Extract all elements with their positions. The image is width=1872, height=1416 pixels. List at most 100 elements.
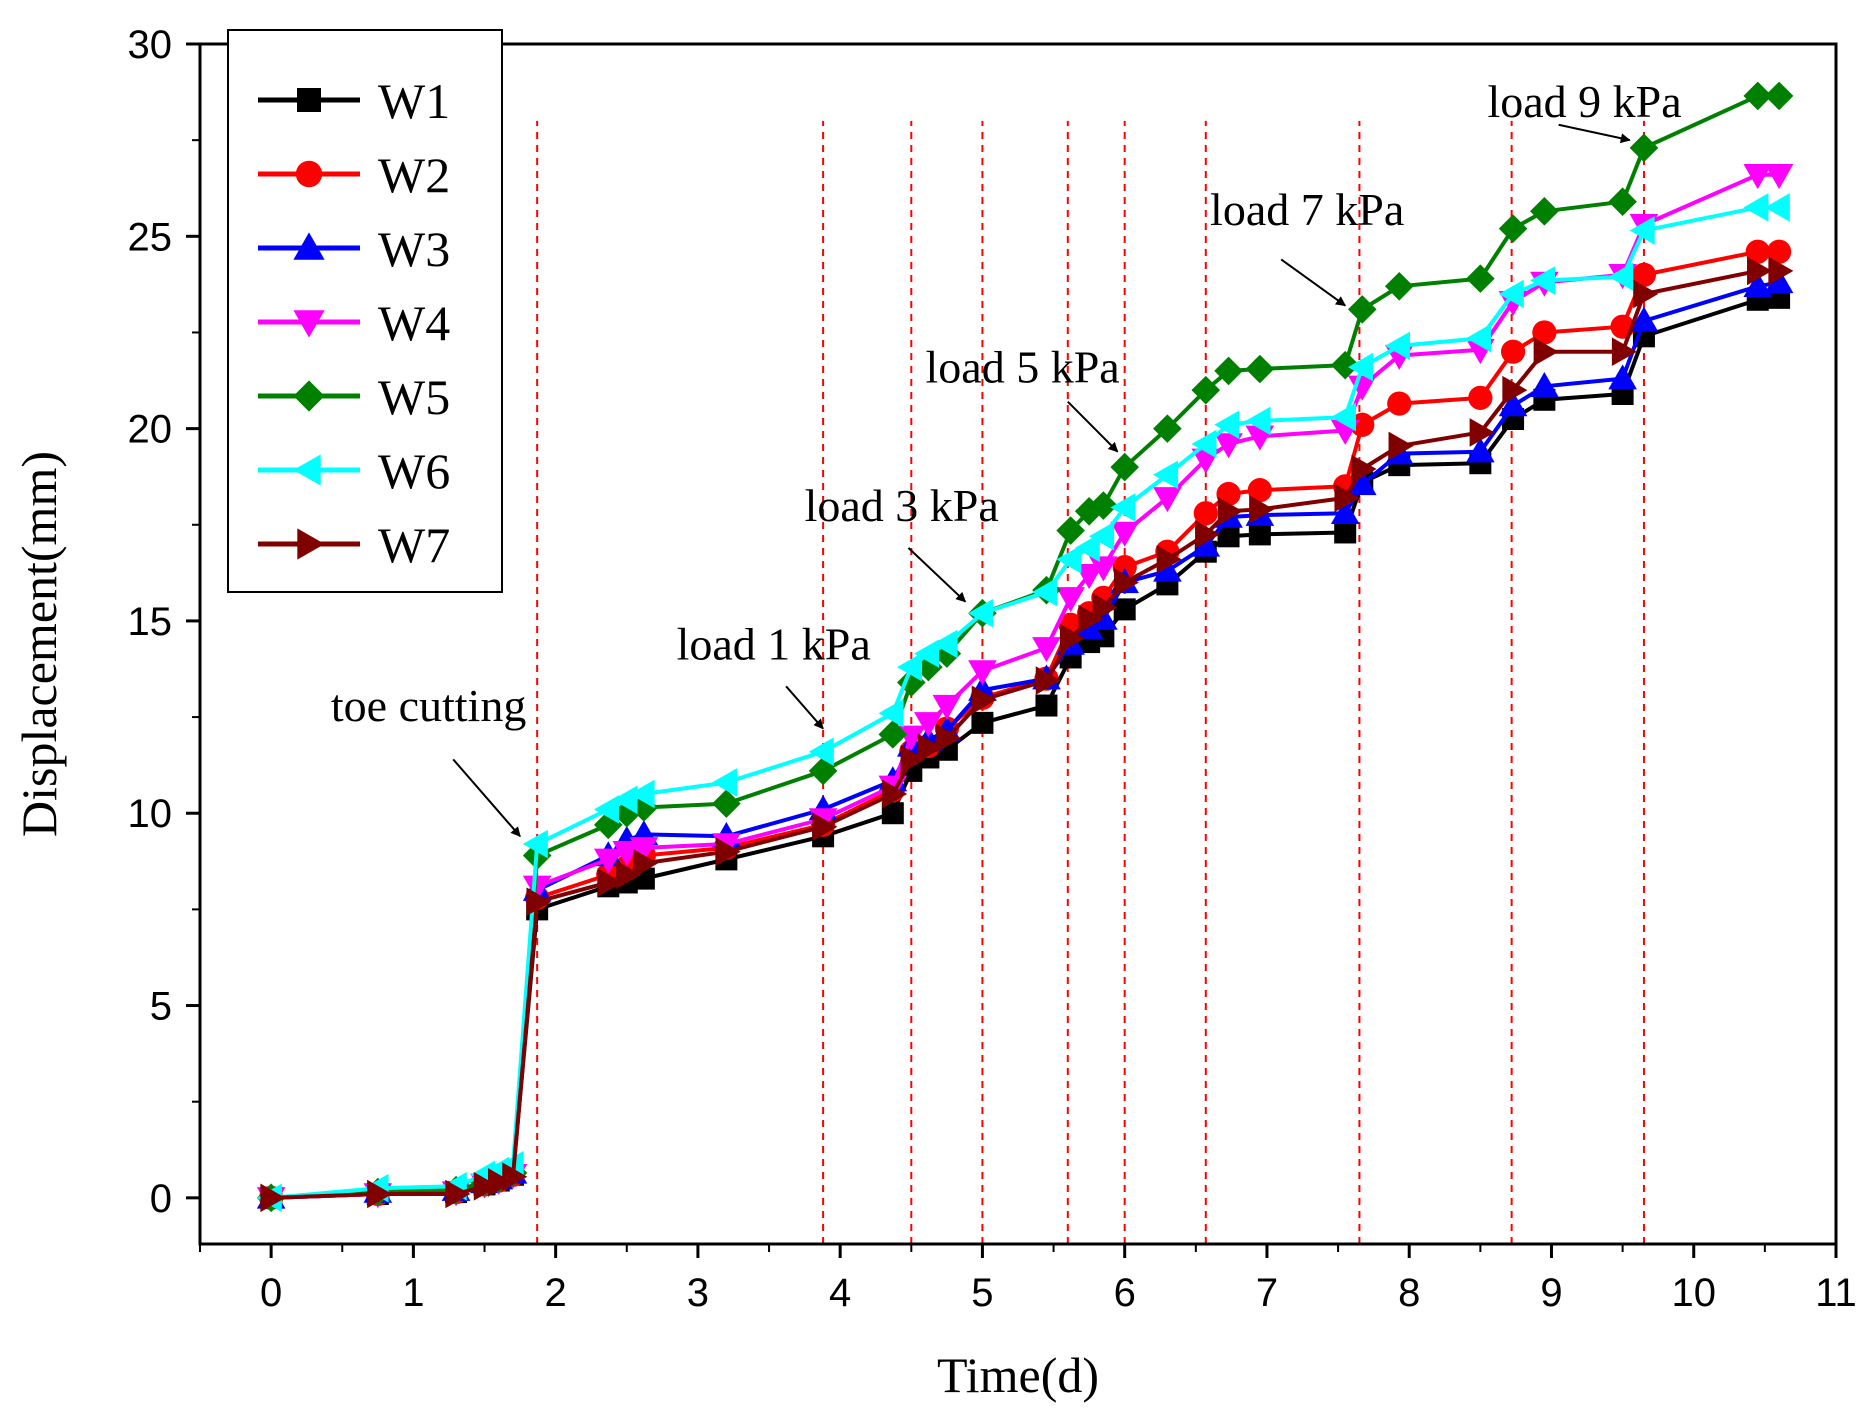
- data-point: [612, 785, 638, 815]
- data-point: [522, 829, 548, 859]
- data-point: [1334, 521, 1357, 544]
- data-point: [1743, 193, 1769, 222]
- data-point: [1156, 545, 1182, 574]
- data-point: [1743, 81, 1773, 111]
- data-point: [1502, 375, 1528, 405]
- data-point: [1347, 295, 1377, 324]
- x-tick-label: 10: [1671, 1271, 1716, 1315]
- data-point: [1153, 556, 1182, 582]
- data-point: [917, 733, 943, 763]
- data-point: [1035, 694, 1058, 717]
- data-point: [1248, 523, 1271, 546]
- data-point: [367, 1179, 393, 1209]
- x-tick-label: 5: [971, 1271, 993, 1315]
- data-point: [1530, 372, 1559, 398]
- data-point: [715, 837, 741, 866]
- data-point: [1498, 279, 1524, 309]
- data-point: [260, 1183, 286, 1213]
- data-point: [881, 802, 904, 825]
- data-point: [1768, 256, 1794, 286]
- data-point: [932, 629, 958, 659]
- data-point: [1078, 604, 1104, 634]
- data-point: [1330, 402, 1356, 432]
- data-point: [502, 1162, 528, 1191]
- data-point: [1089, 491, 1118, 520]
- annotation-arrow: [1558, 123, 1631, 144]
- annotation-arrow: [452, 758, 521, 838]
- data-point: [1193, 501, 1218, 526]
- data-point: [1074, 564, 1104, 590]
- data-point: [808, 737, 834, 766]
- data-point: [1631, 262, 1657, 287]
- data-point: [1629, 133, 1659, 163]
- data-point: [878, 720, 908, 749]
- data-point: [914, 639, 940, 668]
- annotation-label: load 1 kPa: [677, 618, 871, 669]
- legend-item-w6: W6: [258, 443, 450, 499]
- data-point: [1466, 264, 1495, 293]
- data-point: [629, 837, 659, 863]
- y-tick-label: 0: [150, 1177, 172, 1221]
- data-point: [712, 789, 741, 818]
- data-point: [526, 887, 552, 916]
- data-point: [1387, 391, 1412, 416]
- data-point: [1191, 375, 1221, 405]
- x-tick-label: 6: [1114, 1271, 1136, 1315]
- data-point: [1110, 521, 1139, 547]
- data-point: [612, 840, 642, 866]
- y-tick-label: 25: [128, 215, 173, 259]
- data-point: [1743, 272, 1773, 298]
- legend-marker: [293, 232, 325, 260]
- data-point: [1330, 498, 1360, 524]
- data-point: [914, 712, 943, 738]
- x-tick-label: 1: [402, 1271, 424, 1315]
- annotation-label: load 3 kPa: [805, 480, 999, 531]
- data-point: [1533, 337, 1559, 366]
- axes: [198, 42, 1838, 1246]
- data-point: [1747, 256, 1773, 286]
- annotation-arrow: [1280, 258, 1347, 307]
- data-point: [1092, 593, 1118, 622]
- data-point: [1629, 306, 1659, 332]
- data-point: [1153, 460, 1179, 490]
- data-point: [633, 848, 659, 878]
- data-point: [616, 860, 642, 890]
- data-point: [712, 768, 738, 797]
- data-point: [1498, 214, 1528, 243]
- legend-item-w5: W5: [258, 369, 450, 425]
- data-point: [1113, 568, 1139, 597]
- data-point: [1074, 533, 1100, 563]
- x-tick-label: 3: [687, 1271, 709, 1315]
- data-point: [1032, 637, 1061, 663]
- data-point: [1153, 414, 1182, 443]
- data-point: [1113, 598, 1136, 621]
- data-point: [1245, 354, 1275, 384]
- data-point: [1351, 454, 1377, 484]
- data-point: [1608, 187, 1637, 216]
- data-point: [968, 598, 994, 628]
- data-point: [597, 868, 623, 897]
- legend-item-w3: W3: [258, 221, 450, 277]
- annotation-label: load 7 kPa: [1210, 184, 1404, 235]
- legend-label: W7: [378, 517, 450, 573]
- data-point: [1633, 279, 1659, 309]
- annotation-label: load 5 kPa: [926, 341, 1120, 392]
- annotation-arrow: [785, 685, 824, 730]
- legend-marker: [297, 88, 321, 112]
- data-point: [1245, 406, 1271, 436]
- x-tick-label: 7: [1256, 1271, 1278, 1315]
- data-point: [1468, 385, 1493, 410]
- data-point: [1334, 483, 1360, 513]
- data-point: [1056, 587, 1085, 613]
- data-point: [1110, 493, 1136, 522]
- annotation-arrow: [1067, 400, 1119, 453]
- data-point: [1764, 268, 1794, 294]
- data-point: [1764, 193, 1790, 222]
- legend: W1 W2 W3 W4 W5 W6 W7: [227, 29, 503, 593]
- data-point: [1500, 339, 1526, 364]
- y-tick-label: 5: [150, 985, 172, 1029]
- data-point: [488, 1168, 514, 1197]
- data-point: [473, 1172, 499, 1201]
- annotation: load 3 kPa: [805, 480, 999, 603]
